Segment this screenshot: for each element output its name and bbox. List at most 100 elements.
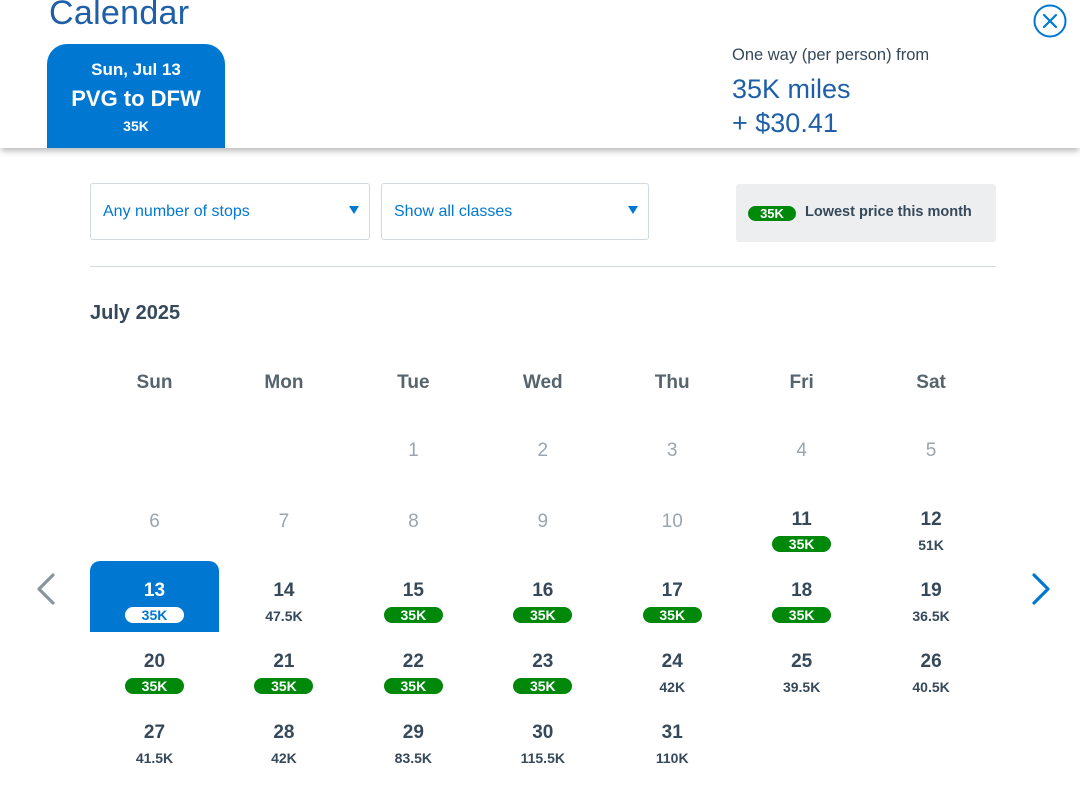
calendar-day[interactable]: 31 110K	[608, 703, 737, 774]
day-number: 24	[661, 651, 683, 672]
weekday-label: Mon	[264, 372, 304, 393]
day-price: 36.5K	[912, 608, 950, 624]
day-price: 39.5K	[782, 679, 821, 695]
day-number: 16	[532, 580, 554, 601]
lowest-price-badge: 35K	[383, 607, 443, 623]
calendar-day[interactable]: 17 35K	[608, 561, 737, 632]
calendar-day: 6	[90, 490, 219, 561]
legend-badge: 35K	[748, 206, 796, 221]
lowest-price-badge: 35K	[513, 607, 573, 623]
calendar-day: 8	[349, 490, 478, 561]
calendar-day[interactable]: 28 42K	[219, 703, 348, 774]
lowest-price-badge: 35K	[125, 678, 184, 694]
day-number: 30	[532, 722, 554, 743]
calendar-day[interactable]: 27 41.5K	[90, 703, 219, 774]
day-number: 4	[796, 440, 807, 461]
legend-text: Lowest price this month	[805, 204, 972, 220]
day-number: 29	[402, 722, 424, 743]
calendar-day: 2	[478, 419, 607, 490]
lowest-price-badge: 35K	[254, 678, 314, 694]
day-price: 110K	[655, 750, 689, 766]
day-price: 47.5K	[265, 608, 303, 624]
day-number: 21	[273, 651, 295, 672]
calendar-day[interactable]: 30 115.5K	[478, 703, 607, 774]
calendar-day[interactable]: 15 35K	[349, 561, 478, 632]
stops-select[interactable]: Any number of stops	[90, 183, 370, 240]
day-number: 31	[661, 722, 683, 743]
day-price: 42K	[659, 679, 686, 695]
day-number: 7	[278, 511, 290, 532]
caret-down-icon	[349, 206, 359, 214]
calendar-day[interactable]: 19 36.5K	[867, 561, 996, 632]
flight-tab-date: Sun, Jul 13	[91, 60, 181, 79]
calendar-day[interactable]: 26 40.5K	[867, 632, 996, 703]
flight-tab-price: 35K	[123, 118, 149, 134]
calendar-day[interactable]: 12 51K	[867, 490, 996, 561]
day-price: 51K	[918, 537, 944, 553]
day-number: 13	[143, 580, 166, 601]
day-number: 17	[661, 580, 683, 601]
calendar-day[interactable]: 11 35K	[737, 490, 866, 561]
weekday-label: Tue	[397, 372, 430, 393]
day-number: 15	[402, 580, 424, 601]
day-price: 115.5K	[520, 750, 565, 766]
calendar-day[interactable]: 21 35K	[219, 632, 348, 703]
close-circle-icon	[1033, 4, 1067, 38]
flight-tab-route: PVG to DFW	[71, 86, 201, 111]
calendar-day[interactable]: 18 35K	[737, 561, 866, 632]
calendar-header: Calendar Sun, Jul 13 PVG to DFW 35K One …	[0, 0, 1080, 148]
weekday-header: Sun Mon Tue Wed Thu Fri Sat	[90, 372, 996, 398]
calendar-day[interactable]: 22 35K	[349, 632, 478, 703]
day-number: 6	[149, 511, 160, 532]
day-price: 41.5K	[135, 750, 174, 766]
day-number: 23	[532, 651, 554, 672]
caret-down-icon	[628, 206, 638, 214]
weekday-label: Sun	[136, 372, 173, 393]
selected-flight-tab[interactable]: Sun, Jul 13 PVG to DFW 35K	[47, 44, 225, 148]
stops-select-value: Any number of stops	[103, 203, 250, 220]
calendar-day[interactable]: 25 39.5K	[737, 632, 866, 703]
weekday-label: Thu	[654, 372, 690, 393]
month-label: July 2025	[90, 302, 181, 324]
calendar-day-selected[interactable]: 13 35K	[90, 561, 219, 632]
calendar-day: 5	[867, 419, 996, 490]
day-number: 14	[273, 580, 295, 601]
chevron-right-icon	[1032, 573, 1050, 605]
chevron-left-icon	[37, 573, 55, 605]
lowest-price-badge: 35K	[772, 607, 832, 623]
day-number: 19	[920, 580, 942, 601]
previous-month-button[interactable]	[34, 572, 58, 606]
day-number: 5	[925, 440, 937, 461]
fare-summary: One way (per person) from 35K miles + $3…	[732, 46, 929, 138]
day-number: 27	[143, 722, 166, 743]
weekday-label: Sat	[916, 372, 946, 393]
calendar-day[interactable]: 14 47.5K	[219, 561, 348, 632]
classes-select[interactable]: Show all classes	[381, 183, 649, 240]
day-number: 1	[408, 440, 419, 461]
close-button[interactable]	[1033, 4, 1067, 38]
day-number: 22	[402, 651, 424, 672]
day-price: 40.5K	[912, 679, 950, 695]
lowest-price-badge: 35K	[642, 607, 702, 623]
calendar-day[interactable]: 24 42K	[608, 632, 737, 703]
calendar-day[interactable]: 16 35K	[478, 561, 607, 632]
fare-cash: + $30.41	[732, 108, 838, 138]
calendar-grid: 1 2 3 4 5 6 7 8 9 10 11 35K 12 51K 13 35K 14 47.5K 15 35K 16…	[90, 419, 996, 774]
calendar-day: 9	[478, 490, 607, 561]
weekday-label: Fri	[789, 372, 814, 393]
calendar-day: 3	[608, 419, 737, 490]
calendar-day[interactable]: 23 35K	[478, 632, 607, 703]
day-number: 26	[920, 651, 942, 672]
lowest-price-legend: 35K Lowest price this month	[736, 184, 996, 242]
lowest-price-badge: 35K	[125, 607, 184, 623]
calendar-day[interactable]: 29 83.5K	[349, 703, 478, 774]
calendar-day: 7	[219, 490, 348, 561]
page-title: Calendar	[49, 0, 190, 32]
calendar-day: 4	[737, 419, 866, 490]
next-month-button[interactable]	[1029, 572, 1053, 606]
calendar-day: 1	[349, 419, 478, 490]
lowest-price-badge: 35K	[513, 678, 573, 694]
day-number: 28	[273, 722, 295, 743]
day-number: 25	[791, 651, 813, 672]
calendar-day[interactable]: 20 35K	[90, 632, 219, 703]
